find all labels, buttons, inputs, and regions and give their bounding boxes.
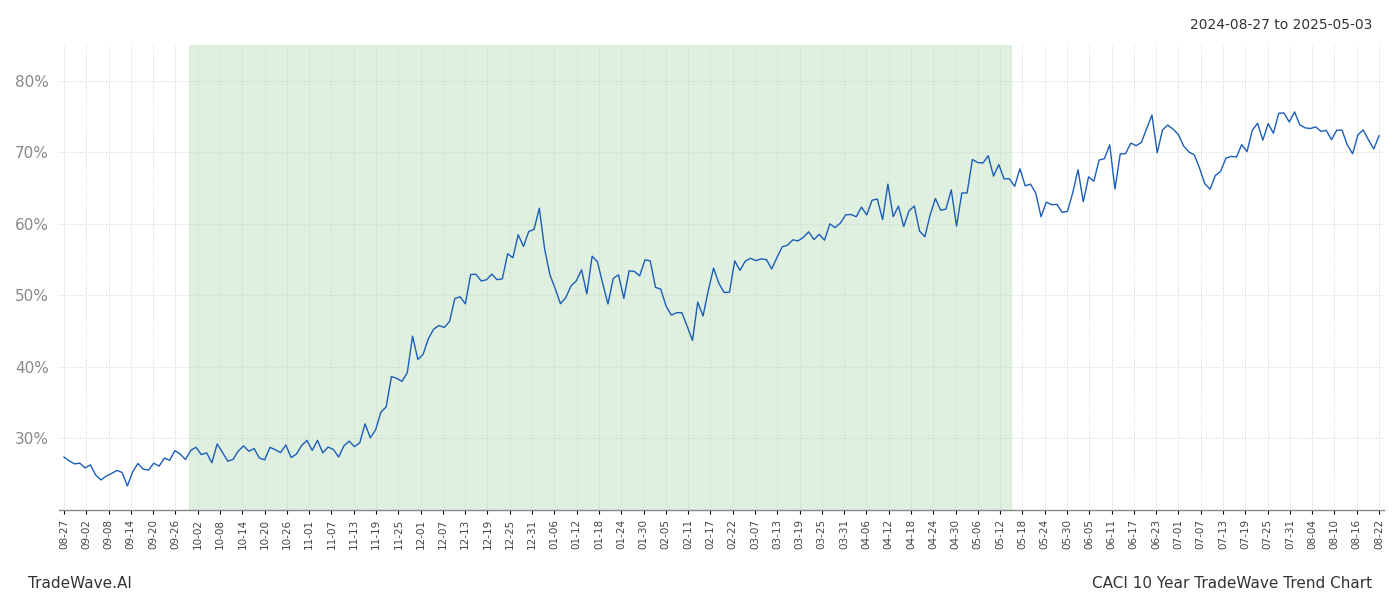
- Text: CACI 10 Year TradeWave Trend Chart: CACI 10 Year TradeWave Trend Chart: [1092, 576, 1372, 591]
- Bar: [189, 45, 1011, 510]
- Text: TradeWave.AI: TradeWave.AI: [28, 576, 132, 591]
- Text: 2024-08-27 to 2025-05-03: 2024-08-27 to 2025-05-03: [1190, 18, 1372, 32]
